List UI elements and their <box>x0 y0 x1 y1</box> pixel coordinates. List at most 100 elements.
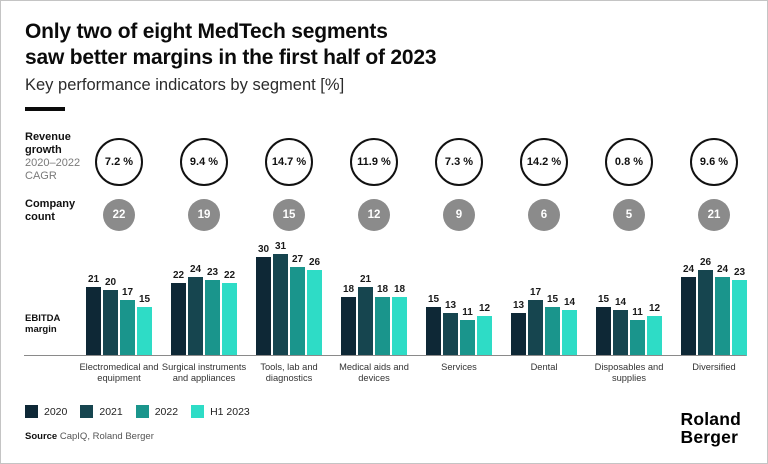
company-count-label: Company count <box>25 198 76 223</box>
segment-label: Disposables and supplies <box>594 362 664 383</box>
bar-cluster: 13 17 15 14 <box>511 234 577 356</box>
bar-group: 18 <box>392 284 407 356</box>
bar-2021 <box>698 270 713 356</box>
bar-h1-2023 <box>562 309 577 356</box>
bar-group: 15 <box>596 294 611 356</box>
bar-group: 24 <box>715 264 730 356</box>
revenue-growth-circle: 7.3 % <box>435 138 483 186</box>
bar-value-label: 22 <box>223 270 236 282</box>
bar-2021 <box>443 313 458 356</box>
revenue-growth-circle: 0.8 % <box>605 138 653 186</box>
bar-value-label: 30 <box>257 244 270 255</box>
bar-2022 <box>375 296 390 356</box>
bar-group: 15 <box>137 293 152 356</box>
bar-2022 <box>290 266 305 356</box>
bar-cluster: 30 31 27 26 <box>256 234 322 356</box>
bar-group: 31 <box>273 241 288 356</box>
company-count-badge: 12 <box>358 199 390 231</box>
revenue-growth-period-label: 2020–2022 CAGR <box>25 157 81 182</box>
bar-2020 <box>596 306 611 356</box>
bar-value-label: 27 <box>291 253 304 265</box>
revenue-growth-label: Revenue growth <box>25 131 71 156</box>
source-label: Source <box>25 431 58 442</box>
bar-value-label: 14 <box>614 296 627 308</box>
roland-berger-logo: Roland Berger <box>680 409 741 447</box>
bar-2020 <box>426 306 441 356</box>
bar-value-label: 13 <box>444 300 457 312</box>
bar-cluster: 15 14 11 12 <box>596 234 662 356</box>
chart-legend: 2020 2021 2022 H1 2023 <box>25 405 250 418</box>
bar-value-label: 21 <box>87 273 100 285</box>
bar-group: 22 <box>222 270 237 356</box>
bar-group: 13 <box>443 300 458 356</box>
segment-label: Electromedical and equipment <box>79 362 159 383</box>
bar-value-label: 23 <box>206 267 219 279</box>
bar-value-label: 15 <box>138 293 151 305</box>
title-accent-dash <box>25 107 65 111</box>
bar-h1-2023 <box>732 280 747 356</box>
bar-value-label: 18 <box>342 283 355 295</box>
bar-group: 13 <box>511 300 526 356</box>
bar-value-label: 20 <box>104 277 117 288</box>
bar-2021 <box>103 290 118 356</box>
bar-2021 <box>188 276 203 356</box>
segment-column: 9.6 % 21 24 26 24 23 Diversified <box>671 138 757 393</box>
segment-label: Surgical instruments and appliances <box>161 362 247 383</box>
revenue-growth-circle: 14.7 % <box>265 138 313 186</box>
legend-swatch-2020 <box>25 405 38 418</box>
segment-label: Diversified <box>692 362 736 372</box>
bar-h1-2023 <box>307 270 322 356</box>
bar-value-label: 12 <box>648 303 661 315</box>
bar-cluster: 18 21 18 18 <box>341 234 407 356</box>
bar-group: 14 <box>613 297 628 356</box>
legend-swatch-2022 <box>135 405 149 418</box>
revenue-growth-circle: 9.6 % <box>690 138 738 186</box>
bar-group: 17 <box>120 287 135 356</box>
company-count-badge: 21 <box>698 199 730 231</box>
bar-h1-2023 <box>137 306 152 356</box>
x-axis-line <box>24 355 746 356</box>
bar-h1-2023 <box>477 316 492 356</box>
bar-group: 15 <box>545 293 560 356</box>
revenue-growth-circle: 7.2 % <box>95 138 143 186</box>
bar-value-label: 15 <box>546 293 559 305</box>
bar-cluster: 15 13 11 12 <box>426 234 492 356</box>
bar-group: 23 <box>205 267 220 356</box>
bar-value-label: 22 <box>172 270 185 282</box>
legend-swatch-h1-2023 <box>191 405 205 418</box>
bar-group: 24 <box>681 264 696 356</box>
legend-item-2022: 2022 <box>135 405 178 418</box>
bar-value-label: 11 <box>462 306 473 318</box>
bar-value-label: 17 <box>529 286 542 298</box>
company-count-badge: 22 <box>103 199 135 231</box>
bar-group: 17 <box>528 287 543 356</box>
bar-group: 21 <box>358 274 373 356</box>
bar-group: 27 <box>290 254 305 356</box>
bar-2022 <box>460 319 475 356</box>
legend-label-2021: 2021 <box>99 405 123 418</box>
legend-swatch-2021 <box>80 405 94 418</box>
bar-value-label: 17 <box>121 286 134 298</box>
bar-2021 <box>613 309 628 356</box>
legend-label-2020: 2020 <box>44 405 68 418</box>
bar-cluster: 21 20 17 15 <box>86 234 152 356</box>
segment-label: Services <box>441 362 477 372</box>
legend-item-2020: 2020 <box>25 405 67 418</box>
legend-item-h1-2023: H1 2023 <box>191 405 250 418</box>
bar-value-label: 14 <box>563 296 576 308</box>
bar-value-label: 31 <box>274 240 287 252</box>
revenue-growth-circle: 11.9 % <box>350 138 398 186</box>
bar-value-label: 13 <box>512 300 525 312</box>
bar-value-label: 26 <box>308 257 321 269</box>
bar-2020 <box>341 296 356 356</box>
bar-group: 12 <box>647 303 662 356</box>
bar-2020 <box>86 286 101 356</box>
bar-h1-2023 <box>392 296 407 356</box>
page-subtitle: Key performance indicators by segment [%… <box>25 76 345 94</box>
company-count-badge: 15 <box>273 199 305 231</box>
revenue-growth-circle: 14.2 % <box>520 138 568 186</box>
bar-value-label: 24 <box>716 263 729 275</box>
bar-2020 <box>256 257 271 356</box>
source-text: CapIQ, Roland Berger <box>59 431 154 442</box>
